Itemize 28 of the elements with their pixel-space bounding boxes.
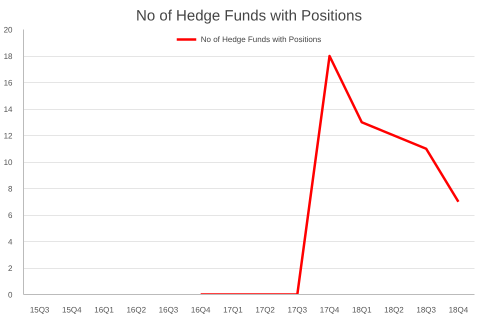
y-tick-label: 10 xyxy=(4,158,14,167)
y-tick-label: 8 xyxy=(8,184,14,194)
y-tick-label: 14 xyxy=(4,105,14,114)
legend-label: No of Hedge Funds with Positions xyxy=(200,34,322,44)
y-tick-label: 2 xyxy=(8,264,14,273)
y-tick-label: 20 xyxy=(4,26,14,34)
y-tick-label: 4 xyxy=(8,238,14,246)
y-tick-label: 12 xyxy=(4,132,14,140)
y-tick-label: 6 xyxy=(8,211,14,220)
y-tick-label: 16 xyxy=(4,78,14,88)
x-tick-label: 18Q2 xyxy=(384,306,404,314)
x-tick-label: 18Q3 xyxy=(416,306,437,314)
line-series xyxy=(199,54,460,294)
x-tick-label: 18Q1 xyxy=(352,306,372,314)
x-tick-label: 18Q4 xyxy=(448,306,469,314)
x-tick-label: 16Q2 xyxy=(126,306,147,314)
y-tick-label: 0 xyxy=(8,290,14,300)
x-tick-label: 16Q3 xyxy=(158,306,179,314)
y-tick-label: 18 xyxy=(4,52,14,61)
x-tick-label: 16Q1 xyxy=(94,306,114,314)
x-tick-label: 17Q1 xyxy=(223,306,244,314)
x-tick-label: 15Q3 xyxy=(30,306,50,314)
x-tick-label: 17Q4 xyxy=(320,306,340,314)
x-tick-label: 17Q3 xyxy=(288,306,308,314)
chart-title: No of Hedge Funds with Positions xyxy=(136,8,362,24)
x-tick-label: 15Q4 xyxy=(62,306,82,314)
x-tick-label: 17Q2 xyxy=(255,306,276,314)
x-tick-label: 16Q4 xyxy=(190,306,212,314)
